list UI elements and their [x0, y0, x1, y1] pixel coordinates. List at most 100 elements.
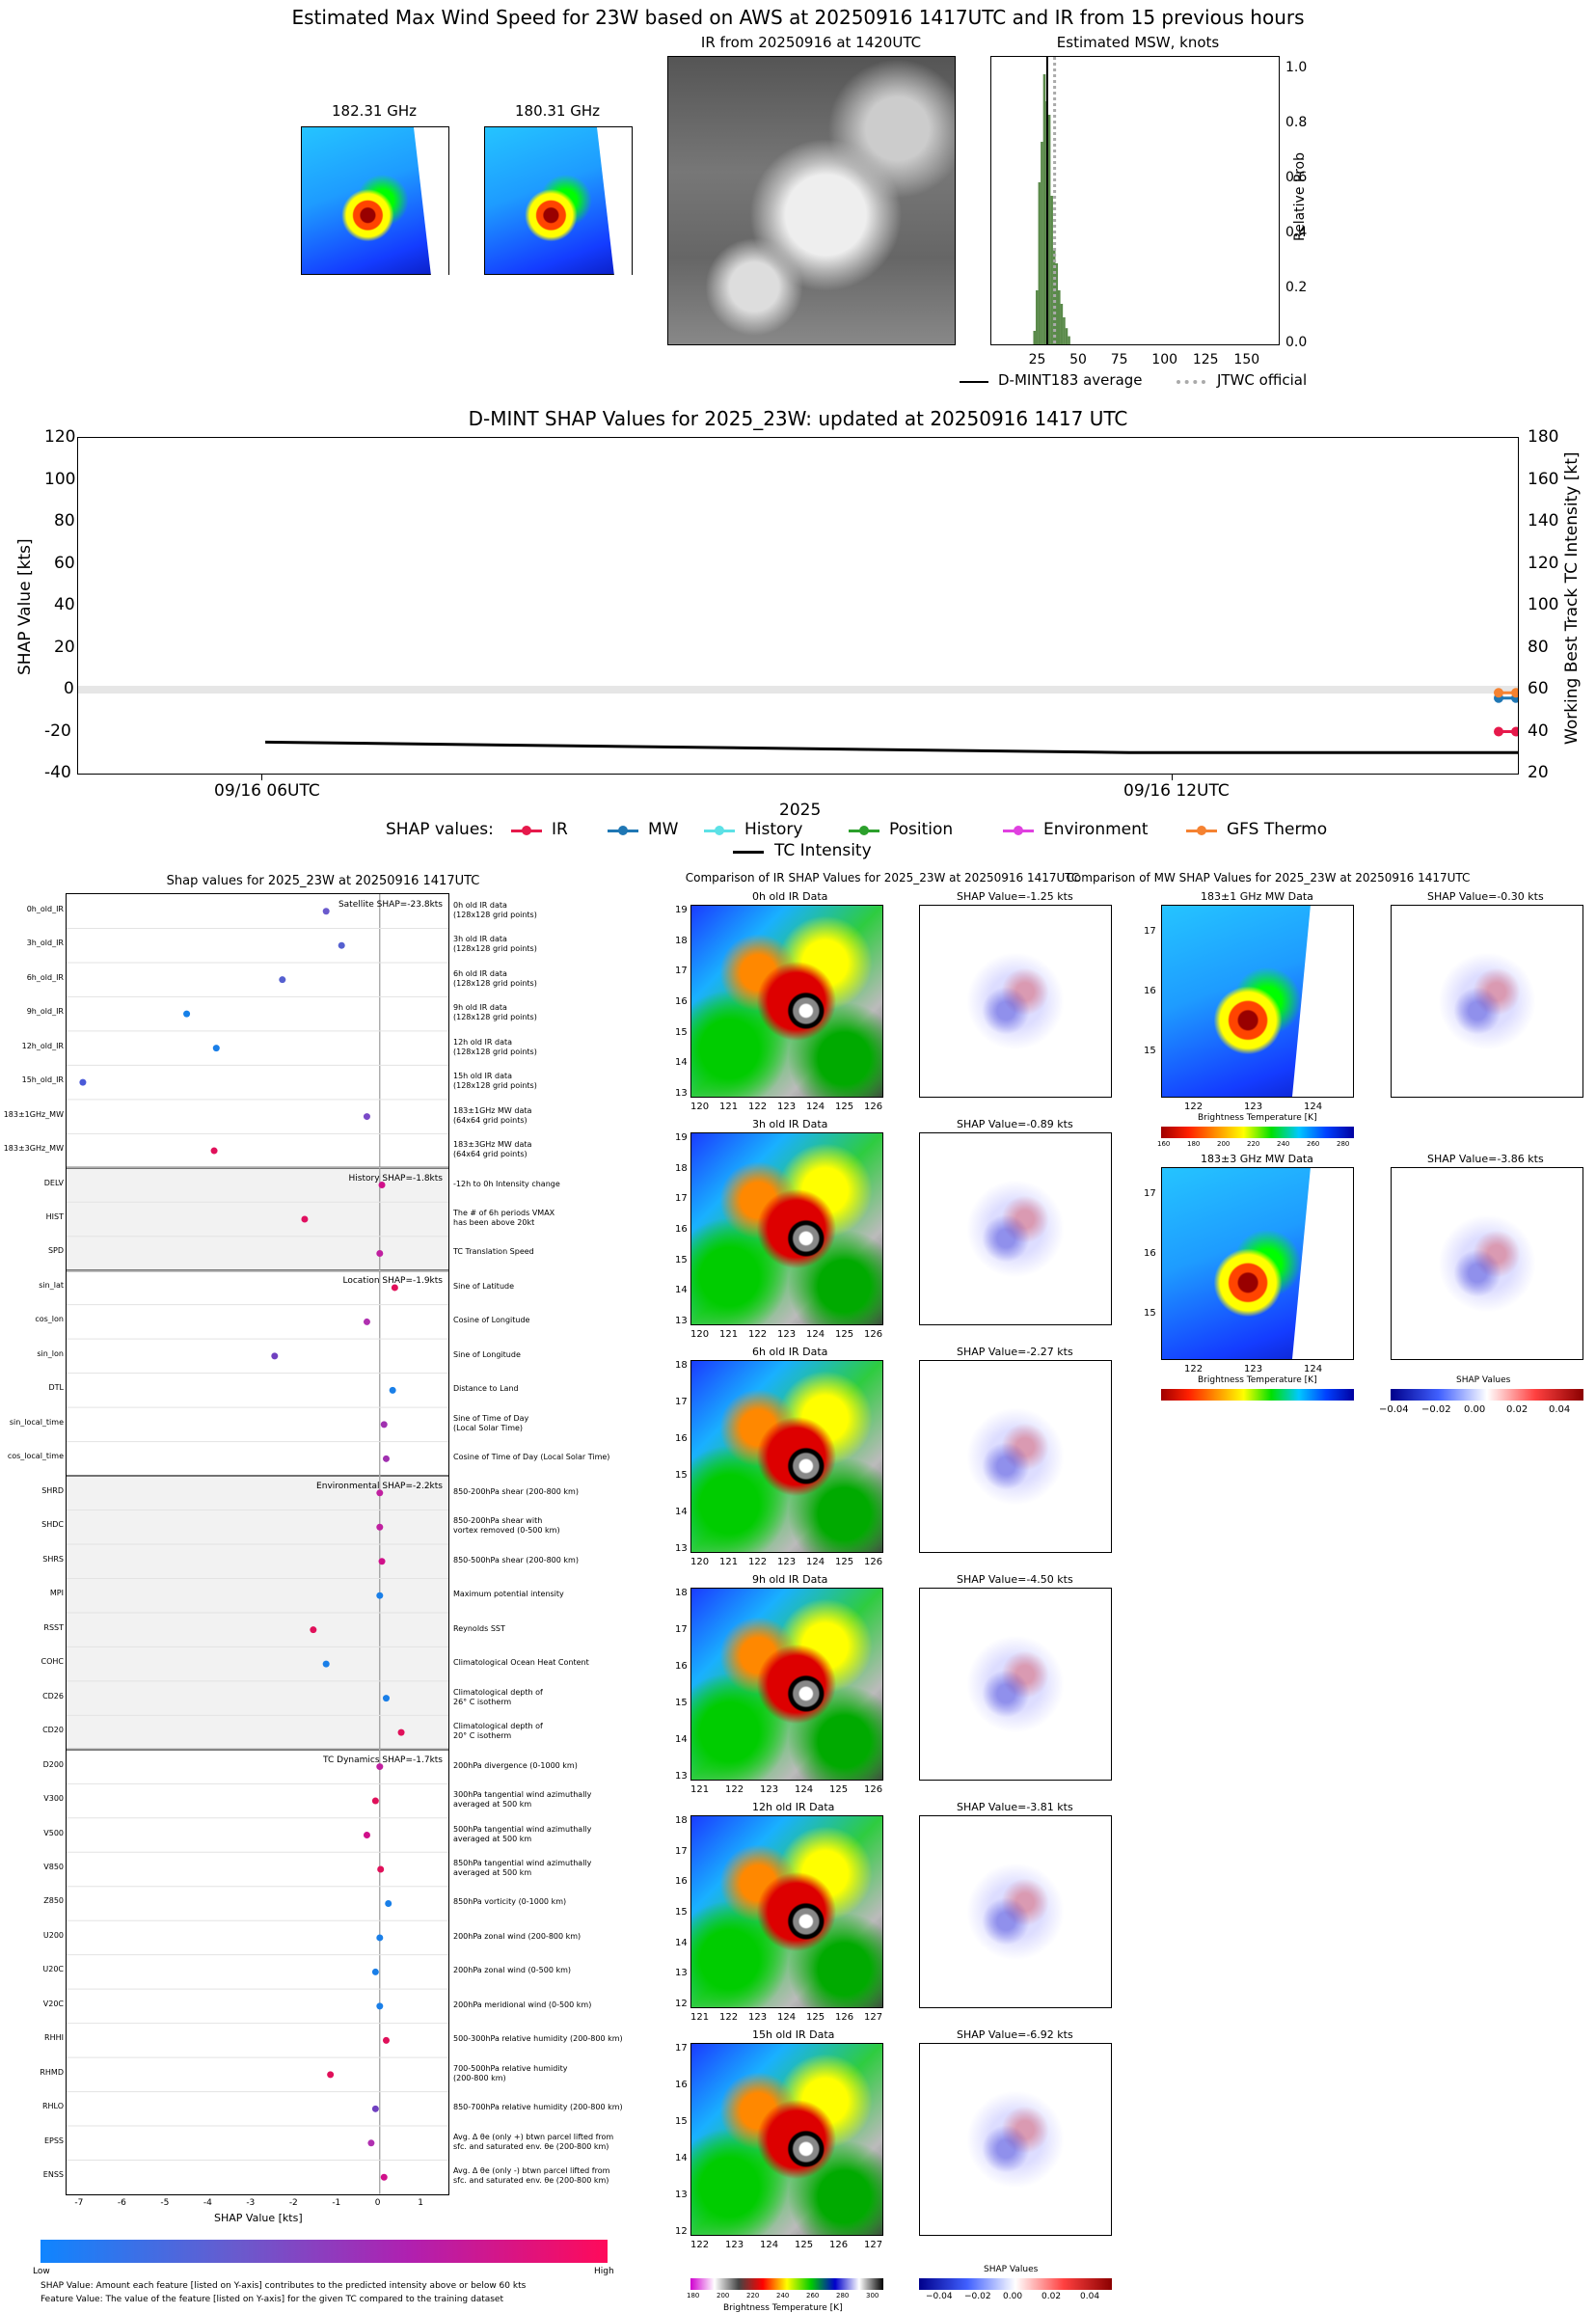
ir-shap-colorbar-tick: −0.02: [964, 2292, 991, 2301]
feature-description: 200hPa meridional wind (0-500 km): [453, 2000, 592, 2009]
feature-description: averaged at 500 km: [453, 1868, 532, 1877]
ts-left-tick: 0: [64, 679, 74, 698]
hist-bar: [1055, 263, 1059, 344]
ts-right-ticks: 180 160 140 120 100 80 60 40 20: [1522, 427, 1570, 782]
ts-right-tick: 60: [1528, 679, 1549, 698]
ir-row-0-image: [690, 905, 883, 1098]
feature-point: [363, 1318, 370, 1325]
hist-plot: [1033, 57, 1070, 344]
feature-name: 9h_old_IR: [26, 1007, 64, 1017]
features-xtick: -6: [117, 2198, 126, 2208]
feature-description: Reynolds SST: [453, 1623, 505, 1633]
feature-description: Sine of Time of Day: [453, 1413, 529, 1423]
ir-row-2-shap-title: SHAP Value=-2.27 kts: [957, 1346, 1073, 1358]
feature-point: [376, 2002, 384, 2010]
mw-row-0-shap-image: [1391, 905, 1583, 1098]
feature-name: sin_lon: [37, 1348, 64, 1358]
hist-ytick-label: 1.0: [1285, 60, 1308, 75]
ir-row-5-xtick: 125: [795, 2240, 814, 2250]
features-title: Shap values for 2025_23W at 20250916 141…: [166, 874, 480, 888]
feature-name: DTL: [48, 1383, 64, 1393]
mw-row-0-ytick: 17: [1144, 926, 1156, 937]
mw-row-1-colorbar: [1161, 1389, 1354, 1401]
feature-name: 12h_old_IR: [21, 1041, 64, 1050]
mw-colorbar-tick: 280: [1337, 1140, 1350, 1148]
ir-row-4-ytick: 14: [675, 1937, 688, 1948]
ir-row-1-xtick: 120: [690, 1329, 710, 1340]
ts-left-ticks: 120 100 80 60 40 20 0 -20 -40: [29, 427, 75, 782]
ts-left-tick: 80: [54, 511, 75, 531]
mw-shap-colorbar-tick: −0.04: [1379, 1404, 1409, 1415]
ir-comparison-grid: 0h old IR Data SHAP Value=-1.25 kts 19 18 17…: [665, 887, 1128, 2313]
hist-ytick-label: 0.6: [1285, 170, 1308, 185]
ts-left-tick: 40: [54, 595, 75, 614]
feature-point: [367, 2139, 375, 2147]
ts-plot: [78, 686, 1518, 754]
feature-description: -12h to 0h Intensity change: [453, 1179, 560, 1188]
ir-row-2-ytick: 14: [675, 1507, 688, 1517]
mw-row-1-title: 183±3 GHz MW Data: [1201, 1153, 1313, 1165]
feature-description: 300hPa tangential wind azimuthally: [453, 1790, 592, 1800]
feature-description: 200hPa divergence (0-1000 km): [453, 1760, 578, 1770]
feature-group-label: Environmental SHAP=-2.2kts: [316, 1482, 443, 1492]
mw-row-0-xtick: 122: [1184, 1102, 1204, 1112]
feature-point: [385, 1899, 392, 1907]
ir-row-3-xtick: 124: [795, 1784, 814, 1795]
ir-row-5-title: 15h old IR Data: [752, 2028, 835, 2041]
ir-row-3-ytick: 17: [675, 1624, 688, 1635]
ts-legend-label-1: MW: [648, 820, 679, 839]
features-xtick: -5: [160, 2198, 170, 2208]
hist-ytick-label: 0.0: [1285, 335, 1308, 350]
feature-name: RHLO: [41, 2102, 64, 2111]
ts-left-tick: 60: [54, 553, 75, 573]
hist-bar: [1036, 290, 1039, 344]
ir-row-5-xtick: 126: [829, 2240, 849, 2250]
ts-legend-marker-0: [522, 826, 531, 835]
ir-row-5-ytick: 13: [675, 2190, 688, 2200]
ir-row-0-ytick: 16: [675, 996, 688, 1007]
ir-shap-colorbar-tick: 0.04: [1080, 2292, 1100, 2301]
ir-row-1-ytick: 18: [675, 1162, 688, 1174]
feature-description: 26° C isotherm: [453, 1697, 512, 1706]
feature-description: (128x128 grid points): [453, 944, 537, 954]
ir-row-2-title: 6h old IR Data: [752, 1346, 828, 1358]
ir-row-3-xtick: 125: [829, 1784, 849, 1795]
ir-row-0-ytick: 18: [675, 935, 688, 946]
feature-description: Climatological depth of: [453, 1687, 543, 1697]
ir-row-2-xtick: 124: [806, 1557, 825, 1567]
feature-group-label: Location SHAP=-1.9kts: [342, 1276, 443, 1287]
feature-point: [380, 1421, 388, 1429]
ir-row-5-xtick: 127: [864, 2240, 883, 2250]
ts-right-tick: 120: [1528, 553, 1559, 573]
feature-description: 850hPa tangential wind azimuthally: [453, 1859, 592, 1867]
ir-row-2-ytick: 16: [675, 1433, 688, 1444]
feature-name: SHDC: [41, 1520, 64, 1530]
ir-row-0-xtick: 126: [864, 1102, 883, 1112]
ir-row-0-xtick: 125: [835, 1102, 854, 1112]
feature-name: CD20: [42, 1726, 64, 1735]
feature-name: MPI: [49, 1589, 64, 1598]
ir-row-2-ytick: 17: [675, 1397, 688, 1407]
ir-row-1-ytick: 17: [675, 1193, 688, 1205]
ir-row-5-ytick: 16: [675, 2080, 688, 2090]
feature-point: [397, 1728, 405, 1736]
feature-point: [376, 1523, 384, 1531]
mw-compare-title: Comparison of MW SHAP Values for 2025_23…: [1066, 871, 1471, 884]
ir-row-0-ytick: 13: [675, 1088, 688, 1099]
ir-row-4-ytick: 16: [675, 1876, 688, 1888]
ts-legend-label-2: History: [744, 820, 803, 839]
ir-row-0-shap-image: [919, 905, 1112, 1098]
mw-shap-colorbar-tick: −0.02: [1421, 1404, 1451, 1415]
feature-description: Climatological depth of: [453, 1722, 543, 1731]
feature-point: [382, 1695, 390, 1702]
mw-row-1-shap-image: [1391, 1167, 1583, 1360]
ir-row-4-xtick: 122: [719, 2012, 739, 2023]
ts-legend-label-3: Position: [889, 820, 954, 839]
feature-name: cos_lon: [35, 1315, 64, 1324]
mw-row-1-xtick: 124: [1304, 1364, 1323, 1374]
ir-row-5-ytick: 14: [675, 2153, 688, 2163]
ts-legend-prefix: SHAP values:: [386, 820, 494, 839]
mw2-image: [484, 126, 633, 276]
feature-name: V300: [43, 1794, 64, 1804]
features-xtick: 1: [418, 2198, 424, 2208]
